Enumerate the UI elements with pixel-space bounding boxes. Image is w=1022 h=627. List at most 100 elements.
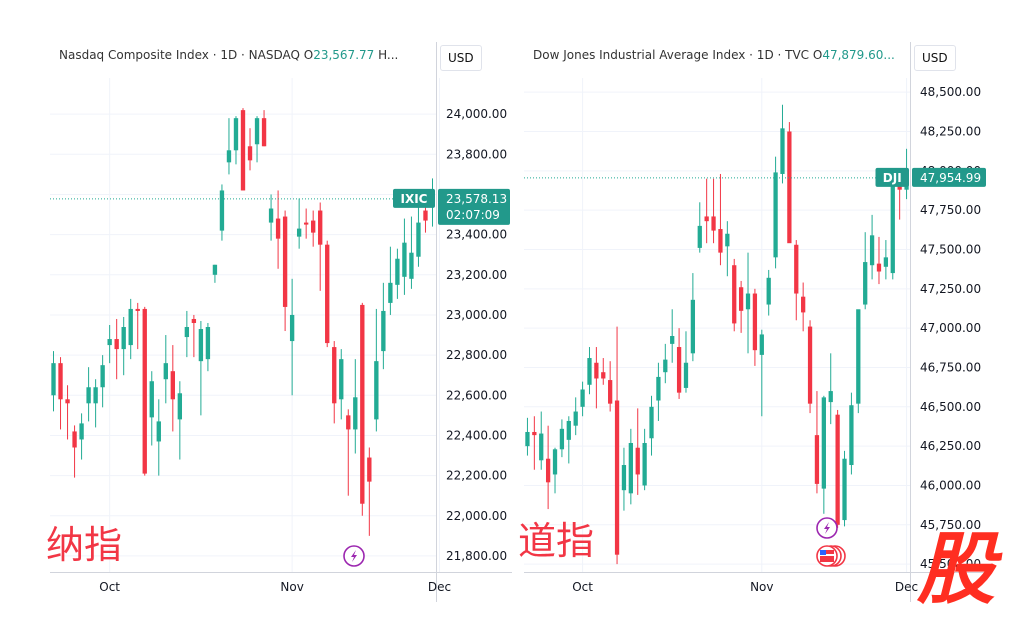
nasdaq-price-tag[interactable] bbox=[438, 188, 510, 225]
nasdaq-chart-canvas[interactable]: 21,800.00 22,000.00 22,200.00 22,400.00 22,6… bbox=[50, 42, 512, 602]
dow-candle[interactable] bbox=[807, 320, 813, 414]
dow-candle[interactable] bbox=[863, 232, 868, 310]
nasdaq-candle[interactable] bbox=[268, 194, 274, 241]
dow-symbol-tag[interactable] bbox=[875, 167, 910, 187]
nasdaq-candle[interactable] bbox=[367, 447, 372, 536]
dow-candle[interactable] bbox=[794, 240, 799, 321]
nasdaq-candle[interactable] bbox=[395, 248, 400, 299]
dow-candle[interactable] bbox=[594, 347, 599, 409]
dow-candle[interactable] bbox=[656, 362, 661, 421]
nasdaq-candle[interactable] bbox=[402, 218, 407, 295]
dow-candle[interactable] bbox=[587, 347, 592, 395]
dow-candle[interactable] bbox=[869, 214, 875, 280]
nasdaq-candle[interactable] bbox=[303, 208, 309, 239]
dow-candle[interactable] bbox=[663, 343, 668, 384]
dow-candle[interactable] bbox=[608, 361, 613, 412]
nasdaq-candle[interactable] bbox=[240, 108, 246, 191]
nasdaq-candle[interactable] bbox=[212, 264, 218, 283]
nasdaq-candle[interactable] bbox=[86, 367, 91, 422]
nasdaq-candle[interactable] bbox=[409, 216, 414, 289]
dow-candle[interactable] bbox=[697, 202, 702, 253]
dow-candle[interactable] bbox=[787, 122, 792, 244]
nasdaq-candle[interactable] bbox=[205, 322, 211, 372]
nasdaq-candle[interactable] bbox=[142, 306, 147, 476]
nasdaq-candle[interactable] bbox=[325, 240, 330, 348]
dow-candle[interactable] bbox=[621, 447, 627, 511]
dow-candle[interactable] bbox=[683, 331, 689, 393]
dow-candle[interactable] bbox=[690, 273, 696, 362]
dow-candle[interactable] bbox=[766, 269, 771, 316]
nasdaq-candle[interactable] bbox=[289, 278, 295, 396]
dow-candle[interactable] bbox=[635, 408, 640, 495]
dow-candle[interactable] bbox=[704, 178, 709, 244]
nasdaq-candle[interactable] bbox=[107, 325, 112, 364]
dow-candle[interactable] bbox=[642, 428, 647, 491]
nasdaq-candle[interactable] bbox=[184, 310, 190, 358]
nasdaq-candle[interactable] bbox=[275, 190, 281, 269]
nasdaq-candle[interactable] bbox=[65, 385, 70, 440]
dow-candle[interactable] bbox=[738, 280, 744, 333]
nasdaq-candle[interactable] bbox=[170, 345, 175, 432]
dow-candle[interactable] bbox=[835, 409, 840, 528]
nasdaq-candle[interactable] bbox=[191, 314, 197, 358]
nasdaq-candle[interactable] bbox=[332, 341, 337, 424]
nasdaq-candle[interactable] bbox=[149, 371, 154, 446]
dow-candle[interactable] bbox=[876, 236, 882, 285]
nasdaq-candle[interactable] bbox=[254, 116, 260, 163]
dow-candle[interactable] bbox=[849, 392, 854, 475]
dow-candle[interactable] bbox=[566, 416, 571, 464]
nasdaq-candle[interactable] bbox=[296, 198, 302, 249]
dow-candle[interactable] bbox=[773, 156, 778, 269]
dow-candle[interactable] bbox=[780, 104, 785, 184]
lightning-icon[interactable] bbox=[343, 545, 365, 567]
nasdaq-candle[interactable] bbox=[72, 425, 77, 478]
nasdaq-candle[interactable] bbox=[79, 413, 84, 460]
dow-candle[interactable] bbox=[539, 411, 544, 470]
dow-candle[interactable] bbox=[842, 450, 847, 527]
dow-candle[interactable] bbox=[532, 416, 537, 470]
nasdaq-symbol-tag[interactable] bbox=[393, 188, 435, 208]
dow-candle[interactable] bbox=[573, 397, 578, 436]
nasdaq-candle[interactable] bbox=[318, 202, 323, 291]
dow-candle[interactable] bbox=[676, 328, 682, 399]
dow-price-tag[interactable] bbox=[912, 167, 986, 187]
nasdaq-candle[interactable] bbox=[219, 184, 225, 241]
dow-candle[interactable] bbox=[759, 329, 764, 417]
dow-candle[interactable] bbox=[525, 417, 530, 456]
dow-candle[interactable] bbox=[856, 309, 861, 414]
lightning-icon[interactable] bbox=[816, 517, 838, 539]
nasdaq-candle[interactable] bbox=[128, 298, 133, 360]
dow-candle[interactable] bbox=[601, 358, 606, 385]
dow-candle[interactable] bbox=[580, 381, 585, 417]
nasdaq-candle[interactable] bbox=[114, 318, 119, 380]
nasdaq-candle[interactable] bbox=[311, 210, 316, 247]
nasdaq-candle[interactable] bbox=[93, 379, 98, 428]
dow-candle[interactable] bbox=[828, 353, 833, 425]
nasdaq-candle[interactable] bbox=[233, 116, 239, 165]
dow-candle[interactable] bbox=[614, 326, 620, 565]
dow-chart-canvas[interactable]: 45,500.00 45,750.00 46,000.00 46,250.00 46,5… bbox=[524, 42, 988, 602]
dow-candle[interactable] bbox=[745, 252, 751, 354]
dow-candle[interactable] bbox=[552, 447, 558, 494]
dow-candle[interactable] bbox=[821, 395, 826, 514]
dow-candle[interactable] bbox=[670, 309, 675, 363]
nasdaq-candle[interactable] bbox=[51, 351, 56, 412]
dow-candle[interactable] bbox=[718, 173, 723, 266]
dow-candle[interactable] bbox=[732, 258, 737, 332]
nasdaq-candle[interactable] bbox=[177, 381, 183, 460]
nasdaq-candle[interactable] bbox=[100, 355, 105, 408]
dow-candle[interactable] bbox=[725, 221, 730, 277]
dow-candle[interactable] bbox=[545, 425, 551, 510]
nasdaq-candle[interactable] bbox=[156, 399, 161, 476]
nasdaq-candle[interactable] bbox=[339, 349, 344, 420]
nasdaq-candle[interactable] bbox=[247, 128, 253, 171]
dow-candle[interactable] bbox=[711, 178, 716, 244]
nasdaq-candle[interactable] bbox=[261, 110, 267, 147]
nasdaq-candle[interactable] bbox=[226, 118, 232, 175]
dow-candle[interactable] bbox=[801, 282, 806, 332]
us-flag-icon[interactable] bbox=[816, 545, 846, 567]
nasdaq-candle[interactable] bbox=[163, 335, 168, 404]
dow-candle[interactable] bbox=[890, 184, 895, 280]
nasdaq-chart-panel[interactable]: 21,800.00 22,000.00 22,200.00 22,400.00 22,6… bbox=[50, 42, 512, 602]
nasdaq-candle[interactable] bbox=[353, 359, 358, 454]
